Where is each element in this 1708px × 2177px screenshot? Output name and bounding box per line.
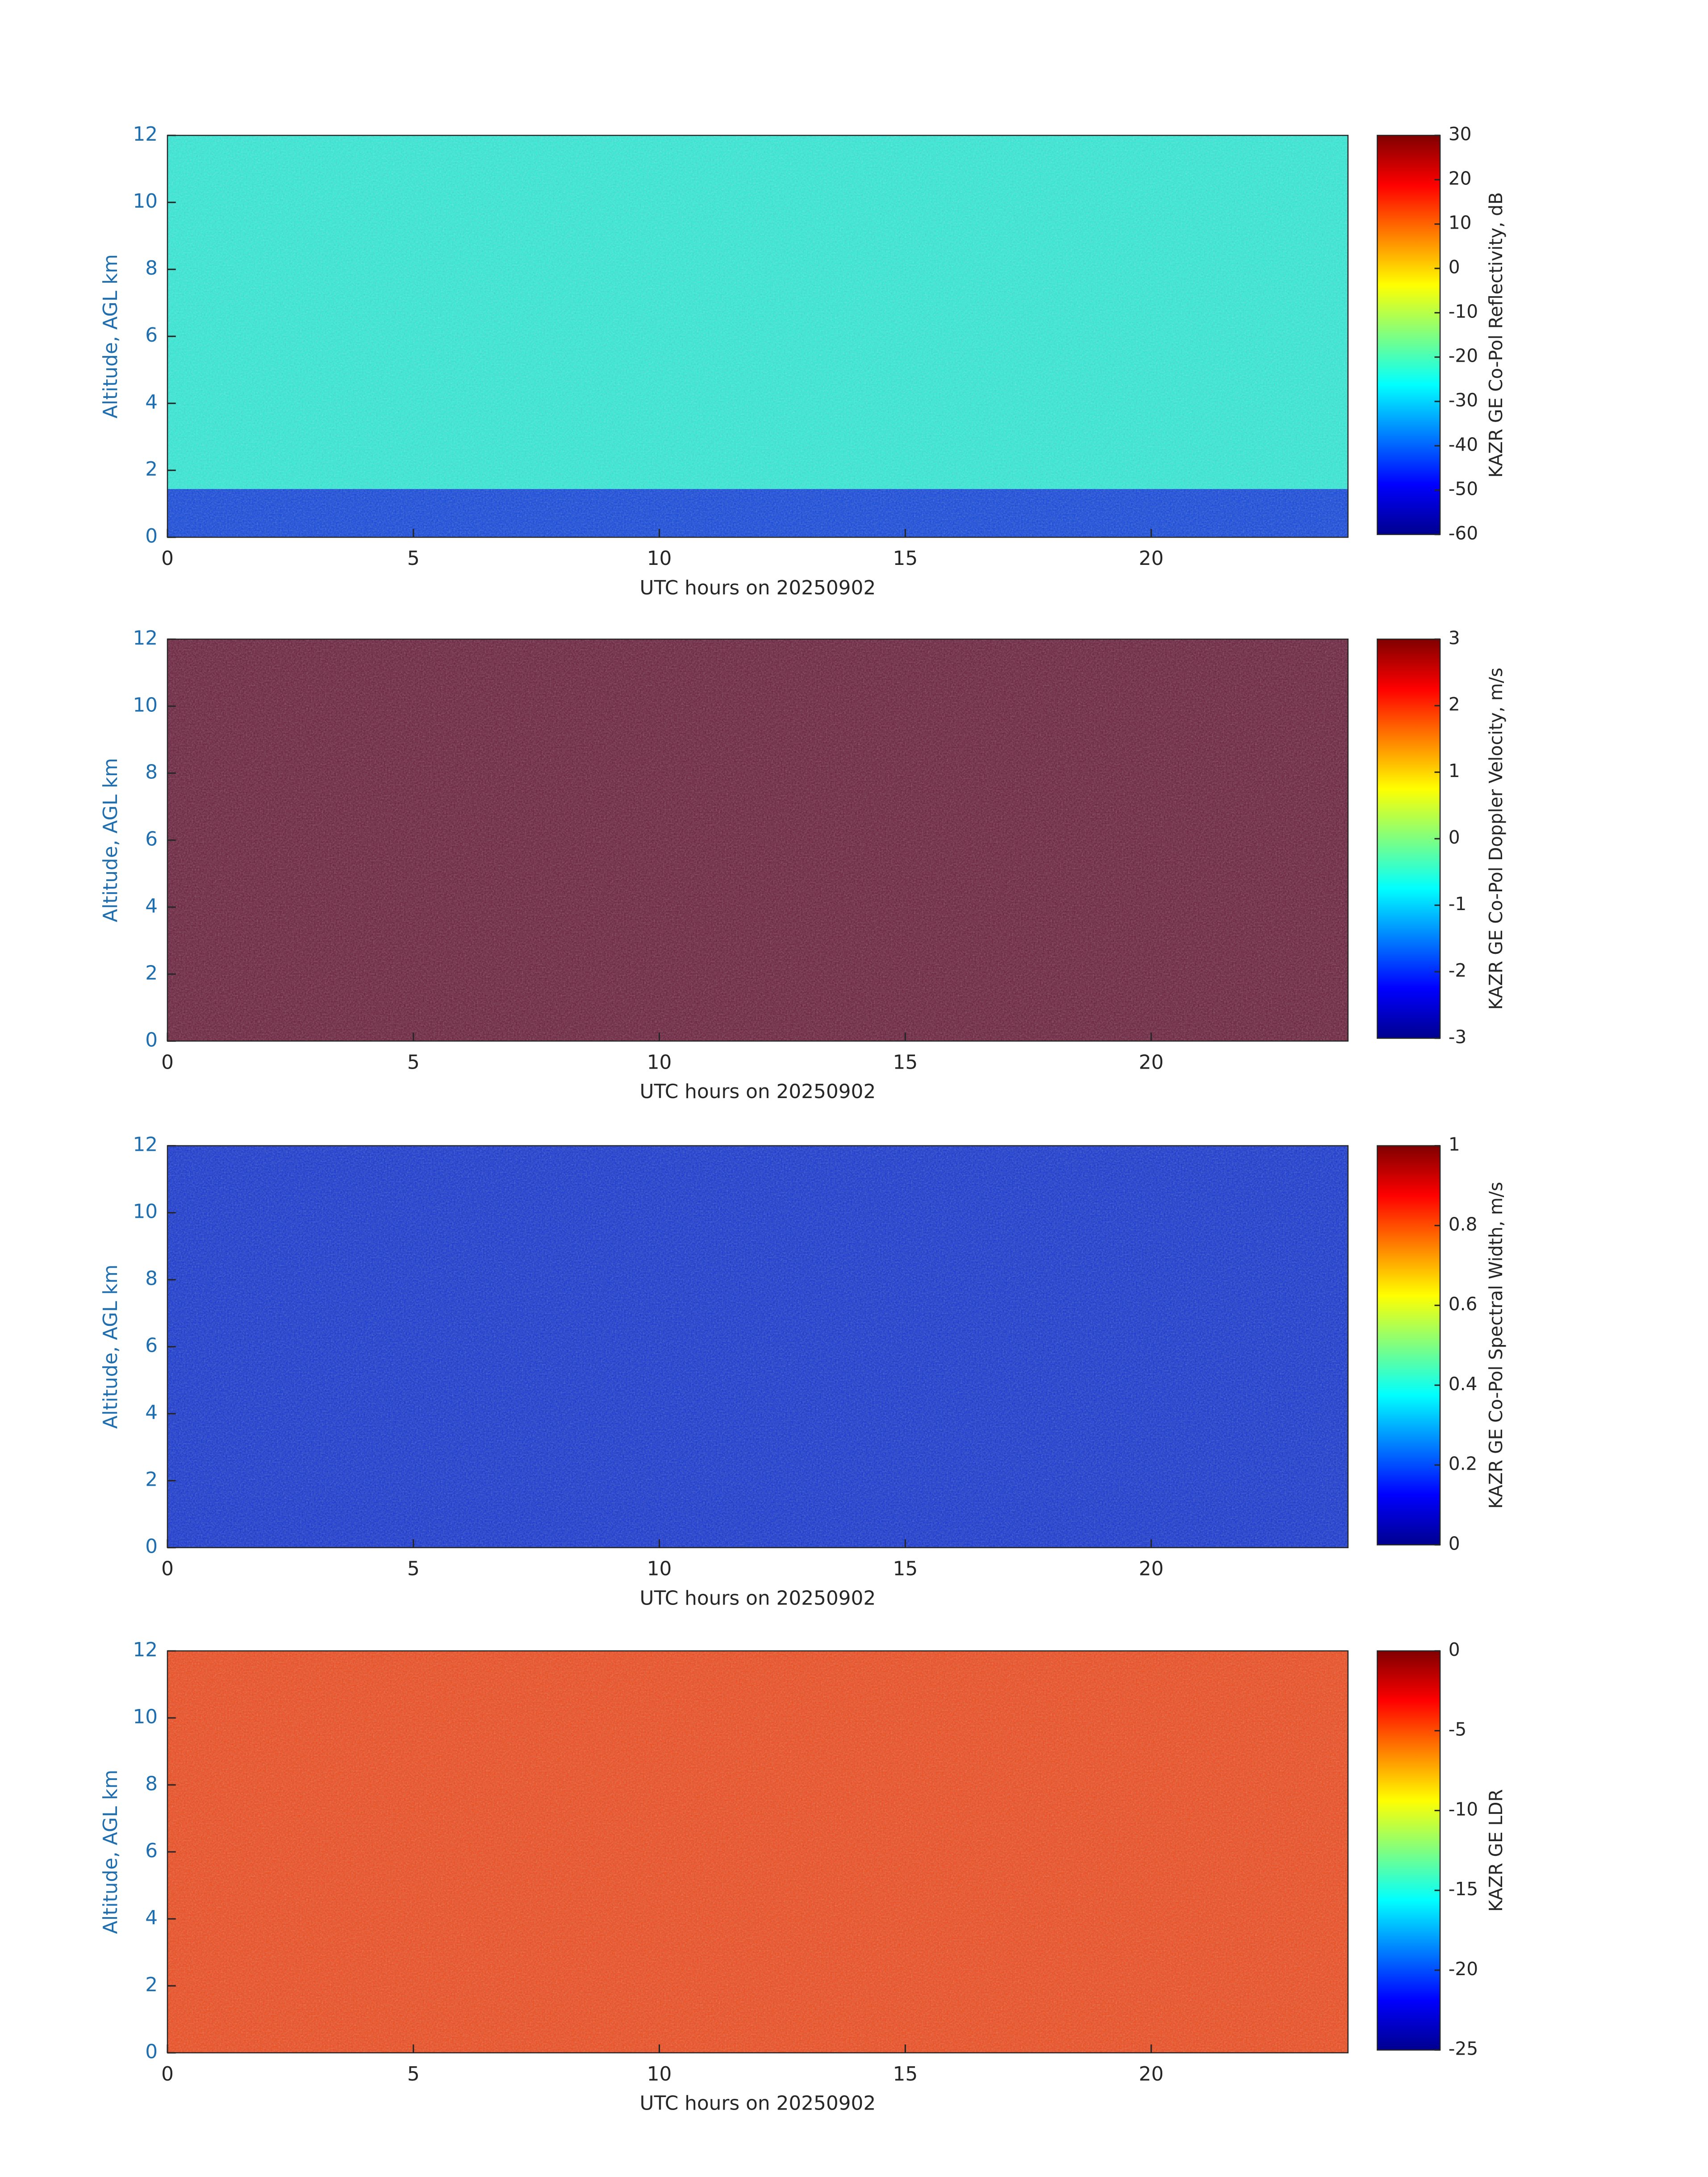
y-axis-label: Altitude, AGL km — [99, 254, 122, 418]
colorbar-tick-label: -1 — [1449, 893, 1467, 915]
colorbar-tick-label: 0.4 — [1449, 1373, 1478, 1395]
colorbar-tick-label: -60 — [1449, 522, 1478, 544]
x-tick-label: 20 — [1139, 547, 1164, 570]
y-tick-label: 0 — [145, 525, 158, 547]
colorbar-tick-label: -2 — [1449, 960, 1467, 981]
x-axis-label: UTC hours on 20250902 — [640, 1587, 876, 1609]
radar-noise — [167, 1651, 1348, 2053]
x-tick-label: 15 — [893, 1558, 918, 1580]
colorbar-tick-label: 30 — [1449, 123, 1472, 145]
y-tick-label: 4 — [145, 1906, 158, 1929]
colorbar-tick-label: -15 — [1449, 1878, 1478, 1900]
y-axis-label: Altitude, AGL km — [99, 758, 122, 922]
y-tick-label: 6 — [145, 827, 158, 850]
x-tick-label: 5 — [407, 2063, 420, 2085]
x-tick-label: 10 — [647, 2063, 672, 2085]
x-tick-label: 20 — [1139, 1051, 1164, 1074]
x-tick-label: 5 — [407, 1558, 420, 1580]
y-tick-label: 10 — [133, 1200, 158, 1223]
y-tick-label: 6 — [145, 324, 158, 347]
colorbar-label: KAZR GE Co-Pol Reflectivity, dB — [1485, 192, 1507, 478]
y-tick-label: 2 — [145, 1468, 158, 1491]
x-tick-label: 5 — [407, 1051, 420, 1074]
colorbar-tick-label: -40 — [1449, 434, 1478, 455]
colorbar-tick-label: 0.6 — [1449, 1293, 1478, 1315]
y-tick-label: 4 — [145, 391, 158, 414]
colorbar — [1377, 1145, 1441, 1546]
colorbar-tick-label: -20 — [1449, 1958, 1478, 1980]
x-tick-label: 0 — [161, 1051, 174, 1074]
colorbar — [1377, 1650, 1441, 2051]
colorbar-tick-label: 1 — [1449, 1134, 1460, 1155]
y-tick-label: 10 — [133, 190, 158, 213]
colorbar-label: KAZR GE Co-Pol Spectral Width, m/s — [1485, 1182, 1507, 1508]
colorbar-tick-label: 10 — [1449, 212, 1472, 234]
radar-noise — [167, 1145, 1348, 1548]
colorbar-tick-label: -3 — [1449, 1026, 1467, 1048]
radar-noise — [167, 135, 1348, 538]
x-tick-label: 15 — [893, 2063, 918, 2085]
y-tick-label: 10 — [133, 1705, 158, 1728]
colorbar-tick-label: 20 — [1449, 167, 1472, 189]
y-tick-label: 10 — [133, 694, 158, 716]
x-tick-label: 0 — [161, 1558, 174, 1580]
colorbar-tick-label: -50 — [1449, 478, 1478, 500]
x-tick-label: 5 — [407, 547, 420, 570]
colorbar-tick-label: 3 — [1449, 627, 1460, 648]
y-tick-label: 0 — [145, 1535, 158, 1558]
y-tick-label: 8 — [145, 1772, 158, 1795]
colorbar-tick-label: -10 — [1449, 1798, 1478, 1820]
colorbar — [1377, 134, 1441, 535]
y-tick-label: 4 — [145, 894, 158, 917]
x-tick-label: 10 — [647, 1051, 672, 1074]
colorbar-tick-label: 0 — [1449, 1533, 1460, 1554]
colorbar-tick-label: 1 — [1449, 760, 1460, 781]
y-tick-label: 8 — [145, 1267, 158, 1290]
y-tick-label: 4 — [145, 1401, 158, 1424]
y-tick-label: 0 — [145, 2040, 158, 2063]
y-axis-label: Altitude, AGL km — [99, 1265, 122, 1429]
y-tick-label: 2 — [145, 1973, 158, 1996]
colorbar — [1377, 639, 1441, 1039]
x-tick-label: 20 — [1139, 2063, 1164, 2085]
y-tick-label: 2 — [145, 458, 158, 481]
x-tick-label: 10 — [647, 547, 672, 570]
x-tick-label: 15 — [893, 547, 918, 570]
colorbar-label: KAZR GE LDR — [1485, 1789, 1507, 1912]
colorbar-tick-label: -5 — [1449, 1719, 1467, 1740]
y-tick-label: 6 — [145, 1839, 158, 1862]
y-tick-label: 12 — [133, 1133, 158, 1156]
y-tick-label: 6 — [145, 1334, 158, 1357]
x-tick-label: 20 — [1139, 1558, 1164, 1580]
colorbar-tick-label: 2 — [1449, 694, 1460, 715]
y-tick-label: 12 — [133, 123, 158, 146]
y-axis-label: Altitude, AGL km — [99, 1770, 122, 1934]
colorbar-tick-label: -30 — [1449, 389, 1478, 411]
colorbar-tick-label: 0.8 — [1449, 1213, 1478, 1235]
y-tick-label: 12 — [133, 1638, 158, 1661]
y-tick-label: 12 — [133, 627, 158, 649]
radar-noise — [167, 639, 1348, 1041]
x-axis-label: UTC hours on 20250902 — [640, 1080, 876, 1103]
colorbar-tick-label: 0.2 — [1449, 1453, 1478, 1475]
colorbar-tick-label: 0 — [1449, 827, 1460, 848]
x-axis-label: UTC hours on 20250902 — [640, 577, 876, 599]
y-tick-label: 0 — [145, 1028, 158, 1051]
y-tick-label: 8 — [145, 257, 158, 280]
colorbar-tick-label: 0 — [1449, 256, 1460, 278]
x-axis-label: UTC hours on 20250902 — [640, 2092, 876, 2114]
y-tick-label: 2 — [145, 961, 158, 984]
colorbar-tick-label: -25 — [1449, 2038, 1478, 2060]
colorbar-tick-label: -10 — [1449, 301, 1478, 322]
y-tick-label: 8 — [145, 760, 158, 783]
x-tick-label: 15 — [893, 1051, 918, 1074]
x-tick-label: 10 — [647, 1558, 672, 1580]
colorbar-tick-label: 0 — [1449, 1639, 1460, 1660]
colorbar-tick-label: -20 — [1449, 345, 1478, 367]
colorbar-label: KAZR GE Co-Pol Doppler Velocity, m/s — [1485, 668, 1507, 1010]
x-tick-label: 0 — [161, 2063, 174, 2085]
x-tick-label: 0 — [161, 547, 174, 570]
